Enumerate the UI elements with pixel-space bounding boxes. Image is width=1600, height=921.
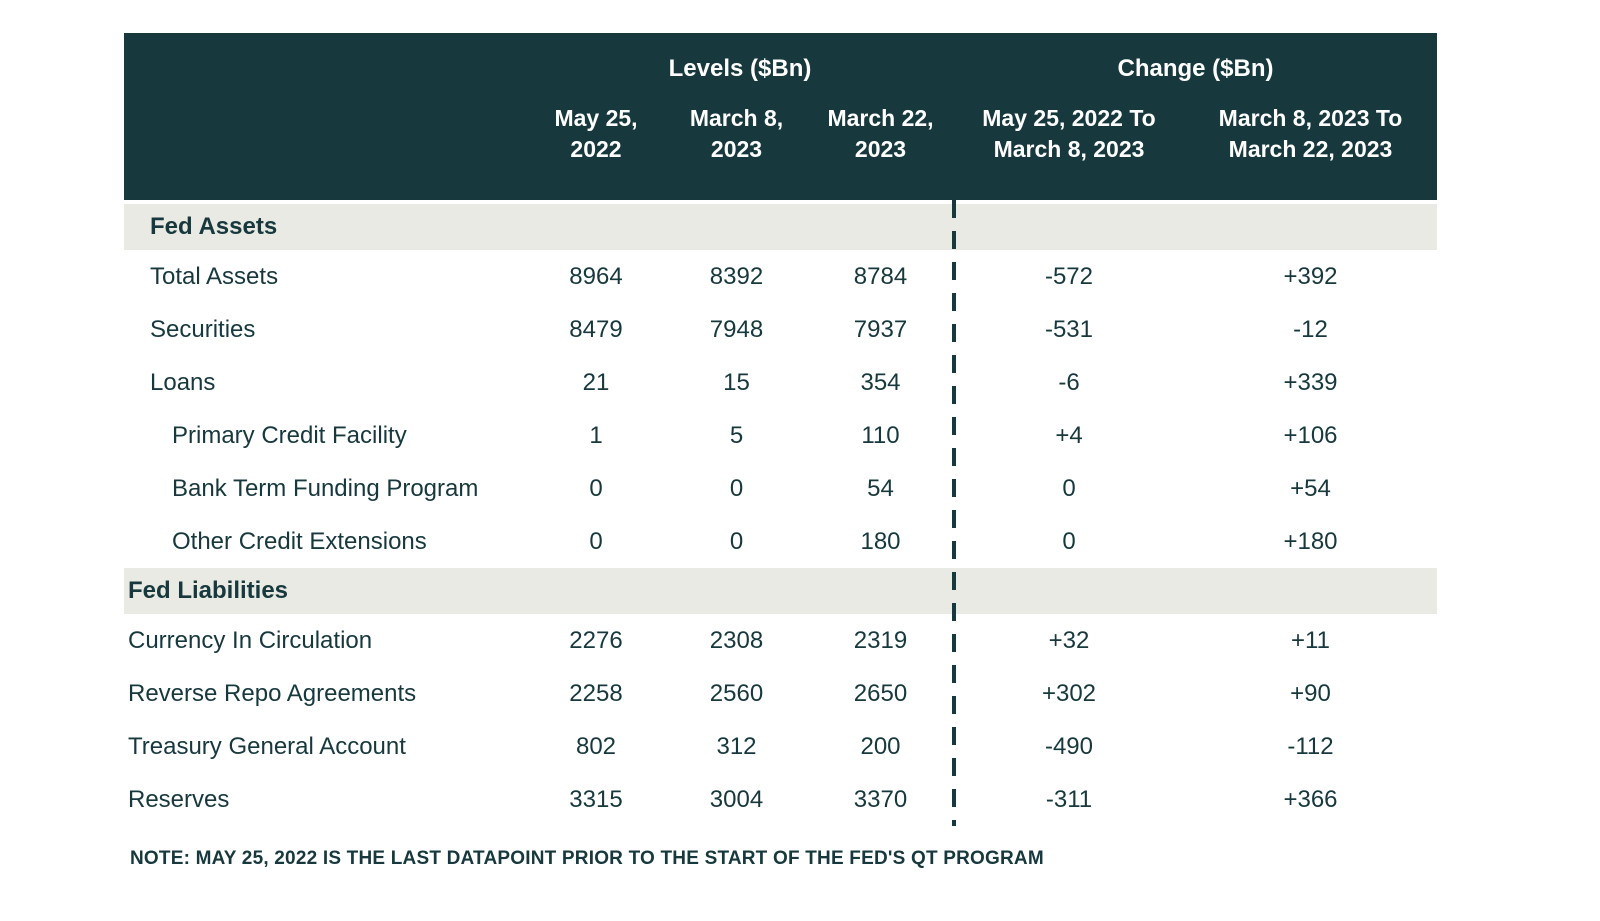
row-label: Securities: [150, 315, 256, 343]
cell-value: +180: [1283, 527, 1338, 555]
fed-balance-sheet-table: Levels ($Bn) Change ($Bn) May 25, 2022 M…: [124, 33, 1437, 826]
row-label: Primary Credit Facility: [172, 421, 407, 449]
cell-value: 8964: [569, 262, 623, 290]
cell-value: -572: [1044, 262, 1094, 290]
footnote: NOTE: MAY 25, 2022 IS THE LAST DATAPOINT…: [130, 848, 1044, 869]
row-label: Currency In Circulation: [128, 626, 373, 654]
cell-value: 354: [860, 368, 901, 396]
column-header-row: May 25, 2022 March 8, 2023 March 22, 202…: [124, 91, 1437, 165]
cell-value: -311: [1045, 785, 1093, 813]
cell-value: 110: [861, 421, 900, 449]
cell-value: +339: [1283, 368, 1338, 396]
cell-value: 0: [589, 527, 603, 555]
cell-value: -490: [1044, 732, 1094, 760]
cell-value: +106: [1283, 421, 1338, 449]
cell-value: 2276: [569, 626, 623, 654]
row-label: Loans: [150, 368, 216, 396]
cell-value: 2650: [853, 679, 908, 707]
table-row: Other Credit Extensions 0 0 180 0 +180: [124, 515, 1437, 568]
change-group-header: Change ($Bn): [1117, 55, 1274, 82]
column-header-march-8-2023: March 8, 2023: [689, 105, 784, 162]
cell-value: 8784: [853, 262, 908, 290]
column-group-row: Levels ($Bn) Change ($Bn): [124, 33, 1437, 91]
row-label: Reverse Repo Agreements: [128, 679, 417, 707]
cell-value: 54: [867, 474, 894, 502]
cell-value: 0: [1062, 527, 1076, 555]
cell-value: 2319: [853, 626, 908, 654]
cell-value: -531: [1044, 315, 1094, 343]
cell-value: 21: [582, 368, 610, 396]
cell-value: 2308: [709, 626, 764, 654]
table-row: Total Assets 8964 8392 8784 -572 +392: [124, 250, 1437, 303]
table-row: Reserves 3315 3004 3370 -311 +366: [124, 773, 1437, 826]
column-header-may-25-2022: May 25, 2022: [554, 105, 638, 162]
table-header: Levels ($Bn) Change ($Bn) May 25, 2022 M…: [124, 33, 1437, 200]
cell-value: 7937: [853, 315, 908, 343]
cell-value: 3315: [569, 785, 623, 813]
cell-value: 0: [729, 474, 744, 502]
header-spacer: [124, 103, 526, 165]
cell-value: 2258: [569, 679, 623, 707]
row-label: Treasury General Account: [128, 732, 406, 760]
section-row: Fed Assets: [124, 204, 1437, 250]
section-row: Fed Liabilities: [124, 568, 1437, 614]
table-row: Securities 8479 7948 7937 -531 -12: [124, 303, 1437, 356]
cell-value: +4: [1055, 421, 1083, 449]
cell-value: +32: [1048, 626, 1090, 654]
table-body: Fed Assets Total Assets 8964 8392 8784 -572 +3…: [124, 204, 1437, 826]
cell-value: 1: [589, 421, 603, 449]
cell-value: 5: [729, 421, 744, 449]
cell-value: -6: [1058, 368, 1080, 396]
cell-value: +302: [1041, 679, 1097, 707]
cell-value: 3370: [853, 785, 908, 813]
table-row: Treasury General Account 802 312 200 -490 -11…: [124, 720, 1437, 773]
cell-value: 802: [575, 732, 617, 760]
row-label: Total Assets: [150, 262, 279, 290]
cell-value: -112: [1287, 732, 1334, 760]
cell-value: 3004: [709, 785, 764, 813]
cell-value: -12: [1293, 315, 1328, 343]
cell-value: +392: [1283, 262, 1338, 290]
levels-change-divider: [952, 200, 956, 826]
cell-value: 180: [860, 527, 901, 555]
row-label: Bank Term Funding Program: [172, 474, 479, 502]
cell-value: 312: [716, 732, 757, 760]
cell-value: 2560: [709, 679, 764, 707]
levels-group-header: Levels ($Bn): [668, 55, 812, 82]
cell-value: 200: [860, 732, 901, 760]
section-label: Fed Liabilities: [128, 577, 289, 604]
cell-value: +90: [1290, 679, 1331, 707]
cell-value: +11: [1291, 626, 1330, 654]
cell-value: 0: [589, 474, 603, 502]
column-header-change-may-to-march8: May 25, 2022 To March 8, 2023: [982, 105, 1156, 162]
cell-value: 7948: [709, 315, 764, 343]
cell-value: +366: [1283, 785, 1338, 813]
table-row: Reverse Repo Agreements 2258 2560 2650 +302 +…: [124, 667, 1437, 720]
table-row: Bank Term Funding Program 0 0 54 0 +54: [124, 462, 1437, 515]
table-row: Currency In Circulation 2276 2308 2319 +32 +1…: [124, 614, 1437, 667]
table-row: Loans 21 15 354 -6 +339: [124, 356, 1437, 409]
cell-value: 8392: [709, 262, 764, 290]
section-label: Fed Assets: [150, 213, 278, 240]
column-header-change-march8-to-march22: March 8, 2023 To March 22, 2023: [1218, 105, 1403, 162]
cell-value: 0: [1062, 474, 1076, 502]
column-header-march-22-2023: March 22, 2023: [827, 105, 934, 162]
cell-value: 0: [729, 527, 744, 555]
table-row: Primary Credit Facility 1 5 110 +4 +106: [124, 409, 1437, 462]
cell-value: 8479: [569, 315, 623, 343]
row-label: Reserves: [128, 785, 230, 813]
row-label: Other Credit Extensions: [172, 527, 427, 555]
cell-value: 15: [723, 368, 750, 396]
cell-value: +54: [1290, 474, 1331, 502]
